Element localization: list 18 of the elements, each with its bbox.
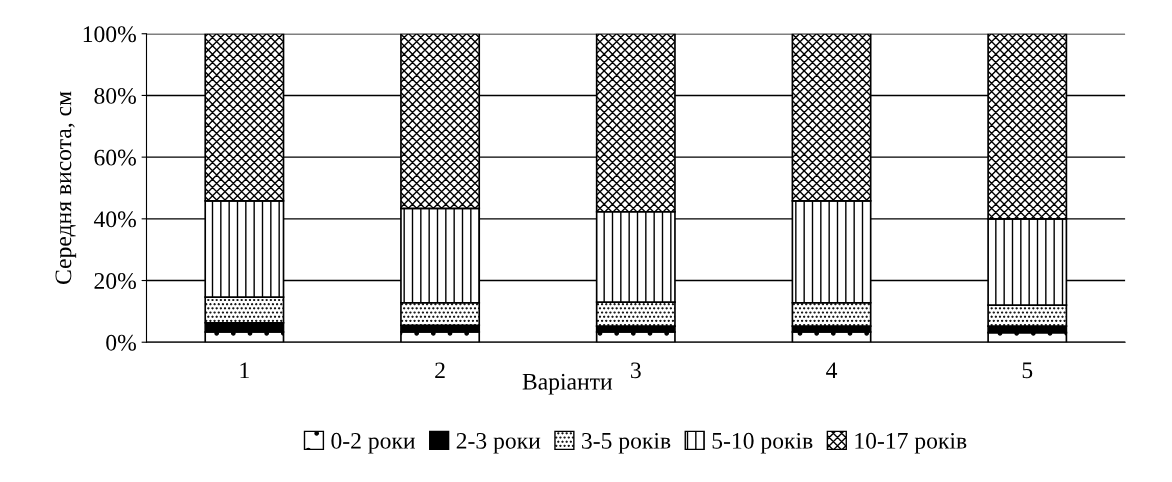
y-tick-label: 60% <box>94 149 136 166</box>
y-tick-label: 40% <box>93 211 136 228</box>
legend-label: 5-10 років <box>712 432 813 454</box>
legend-label: 3-5 років <box>582 432 671 454</box>
y-tick-label: 80% <box>94 87 136 104</box>
x-axis-title: Варіанти <box>522 373 613 395</box>
x-tick-label: 5 <box>1022 362 1033 379</box>
y-tick-label: 0% <box>106 334 136 351</box>
legend-label: 10-17 років <box>855 432 967 454</box>
x-tick-label: 3 <box>631 362 641 379</box>
legend-label: 0-2 роки <box>331 432 416 454</box>
x-tick-label: 1 <box>240 362 249 379</box>
legend-label: 2-3 роки <box>456 432 541 454</box>
y-axis-title: Середня висота, см <box>55 91 77 284</box>
y-tick-label: 20% <box>94 273 136 290</box>
x-tick-label: 2 <box>435 362 445 379</box>
y-tick-label: 100% <box>83 26 136 43</box>
x-tick-label: 4 <box>826 362 838 379</box>
